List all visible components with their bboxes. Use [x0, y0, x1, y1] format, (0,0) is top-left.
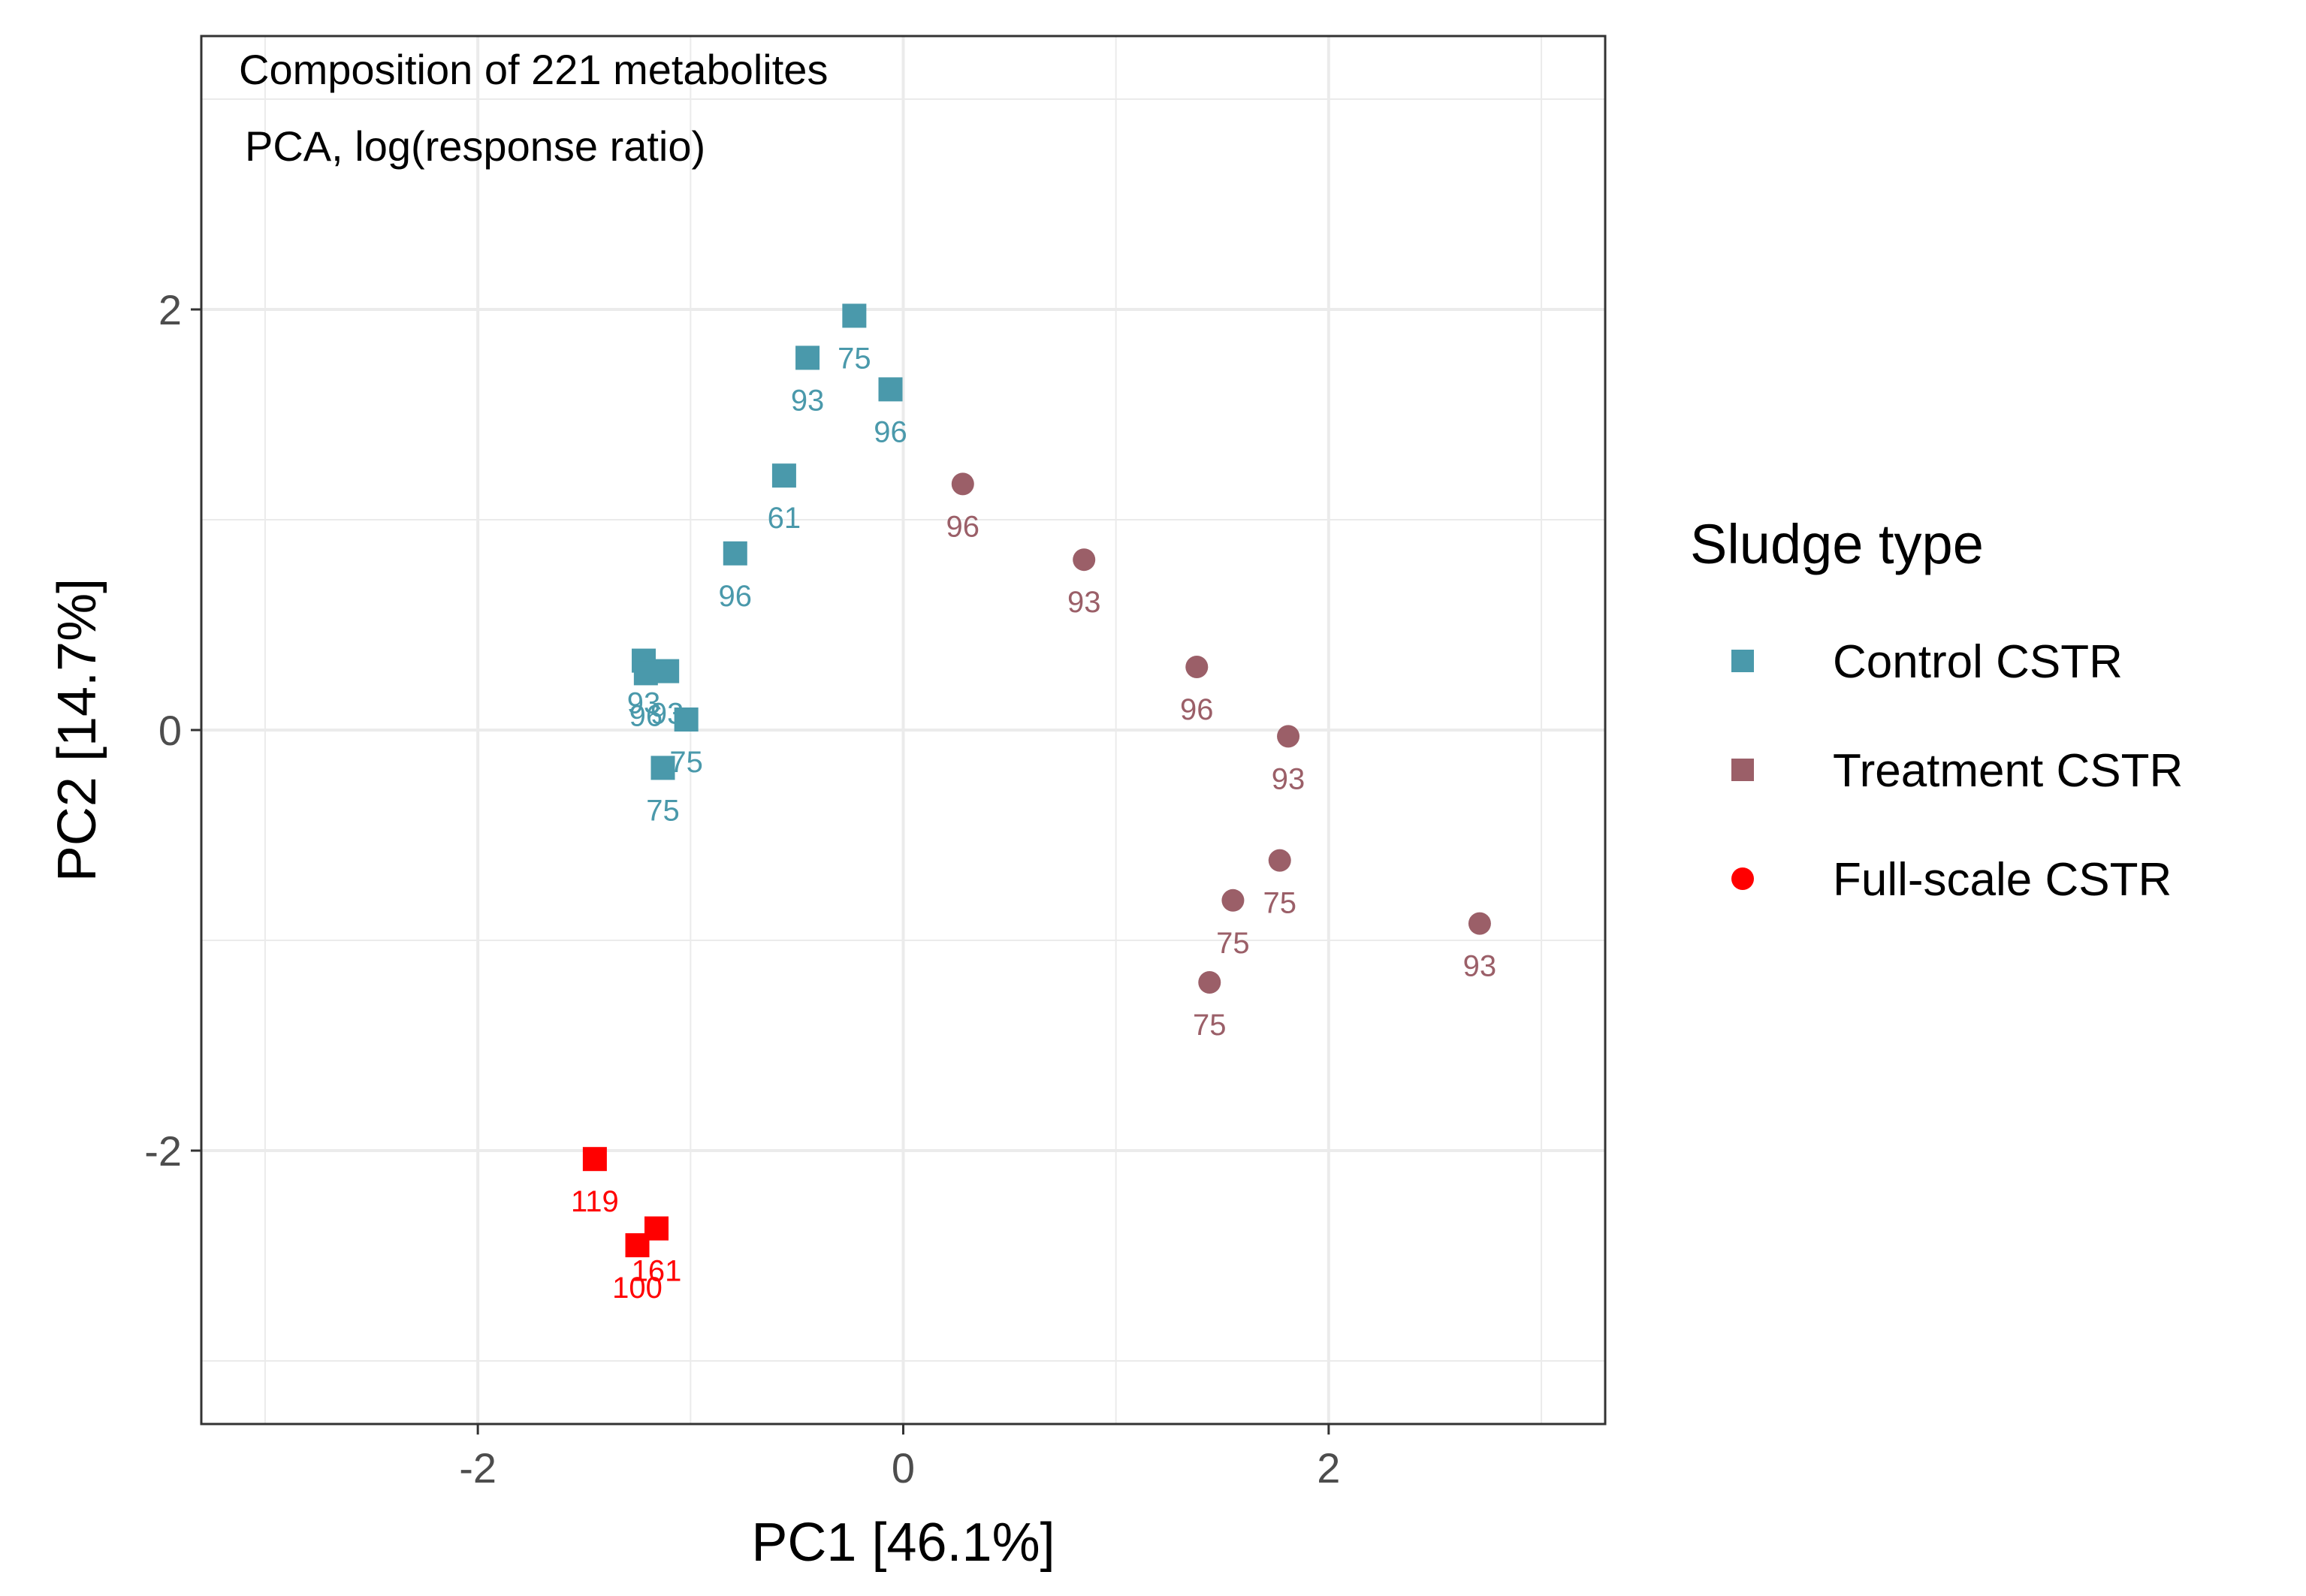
data-point: [655, 659, 680, 683]
point-label: 93: [791, 384, 825, 417]
legend-key: [1731, 759, 1754, 781]
data-point: [674, 707, 699, 732]
point-label: 75: [669, 746, 703, 779]
legend-key: [1731, 650, 1754, 672]
series-treatment-cstr: 96 93 96 93 75 75 75 93: [946, 472, 1497, 1042]
data-points: 7593966196939693757596939693757575931191…: [571, 303, 1496, 1305]
legend-label: Control CSTR: [1833, 636, 2123, 688]
data-point: [1198, 971, 1221, 994]
data-point: [723, 541, 747, 566]
data-point: [795, 345, 820, 370]
legend-title: Sludge type: [1690, 513, 1984, 575]
data-point: [1277, 725, 1300, 748]
y-tick-label: 0: [158, 707, 182, 754]
data-point: [878, 377, 903, 402]
legend-key: [1731, 867, 1754, 890]
legend-entry: Control CSTR: [1731, 636, 2123, 688]
y-tick-label: 2: [158, 286, 182, 333]
annotation-pca-method: PCA, log(response ratio): [245, 122, 705, 170]
point-label: 96: [629, 699, 663, 732]
y-axis-title: PC2 [14.7%]: [47, 578, 107, 882]
x-tick-label: 0: [892, 1444, 915, 1492]
y-tick-label: -2: [144, 1127, 182, 1175]
point-label: 61: [768, 502, 801, 535]
point-label: 161: [632, 1255, 682, 1288]
x-axis-title: PC1 [46.1%]: [751, 1513, 1055, 1573]
data-point: [1268, 849, 1291, 872]
legend-label: Treatment CSTR: [1833, 745, 2183, 797]
point-label: 75: [646, 794, 680, 827]
point-label: 75: [1263, 887, 1296, 920]
legend-entry: Treatment CSTR: [1731, 745, 2183, 797]
annotation-composition: Composition of 221 metabolites: [239, 46, 828, 93]
legend-entries: Control CSTR Treatment CSTR Full-scale CST…: [1731, 636, 2183, 906]
data-point: [625, 1233, 650, 1257]
point-label: 93: [1067, 586, 1101, 619]
data-point: [633, 661, 658, 686]
point-label: 75: [1193, 1009, 1227, 1042]
legend: Sludge type Control CSTR Treatment CSTR Fu…: [1690, 513, 2183, 906]
point-label: 96: [946, 510, 980, 543]
point-label: 75: [1216, 927, 1250, 960]
point-label: 100: [612, 1272, 663, 1305]
x-tick-label: -2: [459, 1444, 497, 1492]
point-label: 96: [719, 580, 753, 613]
data-point: [951, 472, 974, 496]
data-point: [1185, 656, 1209, 678]
plot-panel: 7593966196939693757596939693757575931191…: [200, 35, 1607, 1426]
point-label: 119: [571, 1185, 619, 1218]
legend-label: Full-scale CSTR: [1833, 854, 2172, 906]
data-point: [1221, 889, 1245, 912]
point-label: 96: [1180, 693, 1214, 726]
data-point: [1073, 548, 1096, 572]
data-point: [842, 303, 867, 328]
data-point: [650, 756, 675, 780]
data-point: [1468, 912, 1491, 935]
point-label: 93: [1272, 762, 1305, 795]
point-label: 93: [1463, 950, 1497, 983]
data-point: [771, 463, 796, 488]
point-label: 96: [874, 415, 907, 448]
data-point: [582, 1147, 607, 1172]
gridlines: [201, 36, 1605, 1424]
point-label: 75: [838, 342, 871, 375]
legend-entry: Full-scale CSTR: [1731, 854, 2172, 906]
point-label: 93: [627, 687, 661, 720]
x-tick-label: 2: [1317, 1444, 1340, 1492]
axes: -2 0 2 -2 0 2: [144, 286, 1340, 1492]
